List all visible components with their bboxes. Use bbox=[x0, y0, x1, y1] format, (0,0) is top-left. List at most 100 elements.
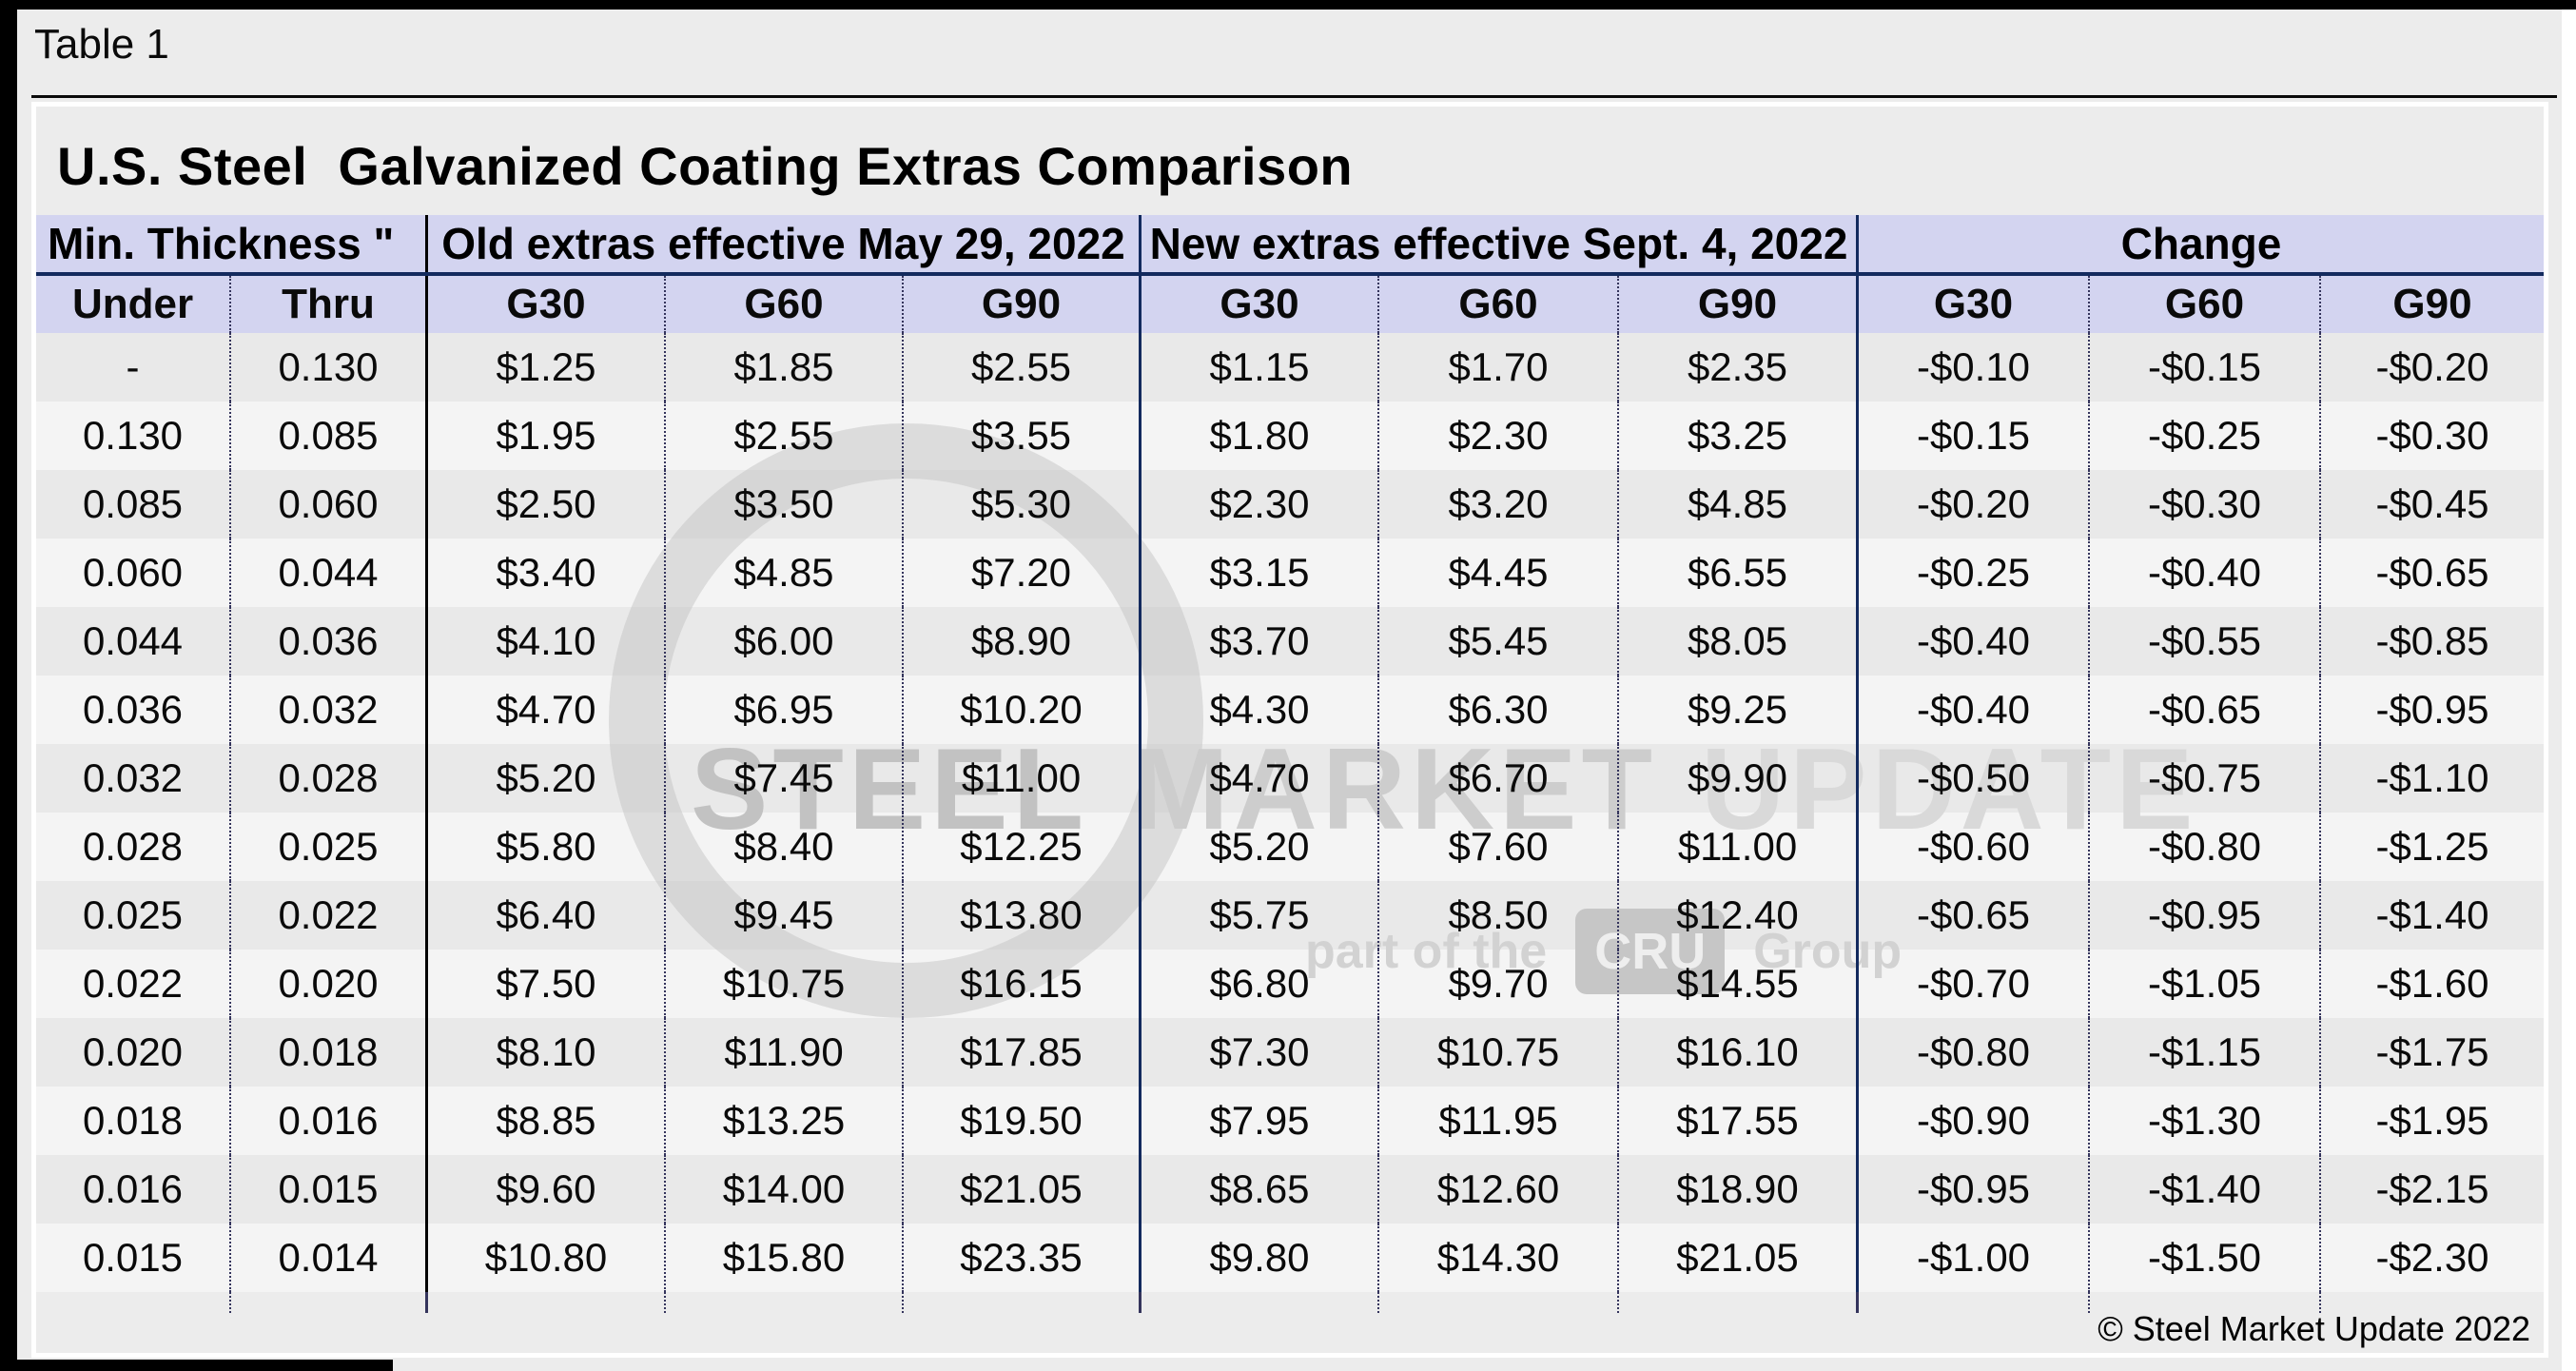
table-cell: $7.95 bbox=[1142, 1087, 1379, 1155]
table-cell: -$0.80 bbox=[1859, 1018, 2090, 1087]
table-cell: -$1.40 bbox=[2090, 1155, 2321, 1224]
table-cell: $12.60 bbox=[1379, 1155, 1619, 1224]
table-cell: $9.90 bbox=[1619, 744, 1859, 813]
column-header: G30 bbox=[1859, 276, 2090, 333]
table-cell: -$0.20 bbox=[1859, 470, 2090, 539]
table-cell: -$1.95 bbox=[2375, 1098, 2489, 1143]
caption-divider bbox=[31, 95, 2557, 98]
table-cell: -$0.65 bbox=[2090, 676, 2321, 744]
table-cell: 0.022 bbox=[36, 950, 231, 1018]
table-cell: $4.70 bbox=[1142, 744, 1379, 813]
line-extension-cell bbox=[231, 1292, 428, 1313]
table-cell: $21.05 bbox=[904, 1155, 1142, 1224]
table-row: 0.018 0.016 $8.85 $13.25 $19.50 $7.95 $11.95 $1… bbox=[36, 1087, 2544, 1155]
table-cell: -$0.25 bbox=[1859, 539, 2090, 607]
table-cell: -$0.40 bbox=[1859, 676, 2090, 744]
table-cell: 0.060 bbox=[231, 470, 428, 539]
table-cell: $4.45 bbox=[1379, 539, 1619, 607]
table-cell: 0.028 bbox=[36, 813, 231, 881]
table-cell: $3.70 bbox=[1142, 607, 1379, 676]
group-header-new-extras: New extras effective Sept. 4, 2022 bbox=[1142, 215, 1859, 272]
table-cell: $8.90 bbox=[904, 607, 1142, 676]
column-header: Thru bbox=[231, 276, 428, 333]
table-cell: 0.130 bbox=[36, 402, 231, 470]
table-cell: 0.020 bbox=[231, 950, 428, 1018]
table-cell: -$1.40 bbox=[2375, 892, 2489, 937]
table-cell: 0.016 bbox=[36, 1155, 231, 1224]
report-canvas: Table 1 U.S. Steel Galvanized Coating Ex… bbox=[17, 10, 2562, 1371]
table-row: 0.020 0.018 $8.10 $11.90 $17.85 $7.30 $10.75 $1… bbox=[36, 1018, 2544, 1087]
table-row: 0.130 0.085 $1.95 $2.55 $3.55 $1.80 $2.30 $3.25… bbox=[36, 402, 2544, 470]
table-cell: -$0.15 bbox=[2090, 333, 2321, 402]
table-cell: 0.032 bbox=[36, 744, 231, 813]
table-cell: $2.35 bbox=[1619, 333, 1859, 402]
line-extension-cell bbox=[428, 1292, 666, 1313]
table-cell: $9.45 bbox=[666, 881, 904, 950]
line-extension-cell bbox=[904, 1292, 1142, 1313]
table-cell: $4.70 bbox=[428, 676, 666, 744]
table-cell: -$0.25 bbox=[2090, 402, 2321, 470]
table-cell: $13.25 bbox=[666, 1087, 904, 1155]
table-cell: $3.40 bbox=[428, 539, 666, 607]
table-cell: $8.85 bbox=[428, 1087, 666, 1155]
table-cell: $3.55 bbox=[904, 402, 1142, 470]
table-cell: -$1.15 bbox=[2090, 1018, 2321, 1087]
copyright-text: © Steel Market Update 2022 bbox=[2098, 1309, 2530, 1348]
table-row: 0.015 0.014 $10.80 $15.80 $23.35 $9.80 $14.30 $… bbox=[36, 1224, 2544, 1292]
table-cell: -$0.90 bbox=[1859, 1087, 2090, 1155]
table-caption: Table 1 bbox=[34, 21, 169, 68]
table-cell: $10.75 bbox=[1379, 1018, 1619, 1087]
table-cell: 0.044 bbox=[36, 607, 231, 676]
table-cell: -$0.50 bbox=[1859, 744, 2090, 813]
table-cell: $4.10 bbox=[428, 607, 666, 676]
table-cell: $2.50 bbox=[428, 470, 666, 539]
table-cell: $8.05 bbox=[1619, 607, 1859, 676]
line-extension-cell bbox=[1142, 1292, 1379, 1313]
table-cell: -$0.45 bbox=[2375, 481, 2489, 526]
table-cell: $5.80 bbox=[428, 813, 666, 881]
column-header: G90 bbox=[1619, 276, 1859, 333]
table-cell: $9.25 bbox=[1619, 676, 1859, 744]
table-row: 0.016 0.015 $9.60 $14.00 $21.05 $8.65 $12.60 $1… bbox=[36, 1155, 2544, 1224]
line-extension-cell bbox=[666, 1292, 904, 1313]
table-title: U.S. Steel Galvanized Coating Extras Com… bbox=[57, 136, 1354, 196]
table-body: -0.130 $1.25 $1.85 $2.55 $1.15 $1.70 $2.35 -$0.… bbox=[36, 333, 2544, 1313]
table-cell: -$1.30 bbox=[2090, 1087, 2321, 1155]
table-cell: $5.20 bbox=[428, 744, 666, 813]
column-header: G90 bbox=[2392, 281, 2472, 327]
table-cell: -$0.70 bbox=[1859, 950, 2090, 1018]
table-cell: -$1.60 bbox=[2375, 961, 2489, 1006]
table-cell: $11.00 bbox=[1619, 813, 1859, 881]
table-row: 0.085 0.060 $2.50 $3.50 $5.30 $2.30 $3.20 $4.85… bbox=[36, 470, 2544, 539]
sub-header-row: Under Thru G30 G60 G90 G30 G60 G90 G30 G60 G90 bbox=[36, 276, 2544, 333]
table-row: 0.036 0.032 $4.70 $6.95 $10.20 $4.30 $6.30 $9.2… bbox=[36, 676, 2544, 744]
table-cell: $17.85 bbox=[904, 1018, 1142, 1087]
line-extension-cell bbox=[2090, 1292, 2321, 1313]
table-cell: $4.30 bbox=[1142, 676, 1379, 744]
column-header: G60 bbox=[1379, 276, 1619, 333]
table-cell: -$0.65 bbox=[1859, 881, 2090, 950]
table-cell: $5.45 bbox=[1379, 607, 1619, 676]
line-extension-cell bbox=[1619, 1292, 1859, 1313]
table-panel: U.S. Steel Galvanized Coating Extras Com… bbox=[31, 102, 2548, 1358]
column-header: G60 bbox=[2090, 276, 2321, 333]
table-cell: $11.95 bbox=[1379, 1087, 1619, 1155]
table-cell: $16.10 bbox=[1619, 1018, 1859, 1087]
table-cell: $1.25 bbox=[428, 333, 666, 402]
table-cell: 0.032 bbox=[231, 676, 428, 744]
table-cell: $23.35 bbox=[904, 1224, 1142, 1292]
table-row: 0.028 0.025 $5.80 $8.40 $12.25 $5.20 $7.60 $11.… bbox=[36, 813, 2544, 881]
table-cell: $3.25 bbox=[1619, 402, 1859, 470]
comparison-table: Min. Thickness " Old extras effective Ma… bbox=[36, 215, 2544, 1313]
table-row: 0.044 0.036 $4.10 $6.00 $8.90 $3.70 $5.45 $8.05… bbox=[36, 607, 2544, 676]
table-cell: $5.20 bbox=[1142, 813, 1379, 881]
table-cell: $6.95 bbox=[666, 676, 904, 744]
table-cell: 0.015 bbox=[36, 1224, 231, 1292]
table-cell: $7.50 bbox=[428, 950, 666, 1018]
table-cell: 0.016 bbox=[231, 1087, 428, 1155]
table-cell: -$1.10 bbox=[2375, 755, 2489, 800]
table-cell: -$0.80 bbox=[2090, 813, 2321, 881]
table-cell: -$0.40 bbox=[2090, 539, 2321, 607]
table-cell: $18.90 bbox=[1619, 1155, 1859, 1224]
